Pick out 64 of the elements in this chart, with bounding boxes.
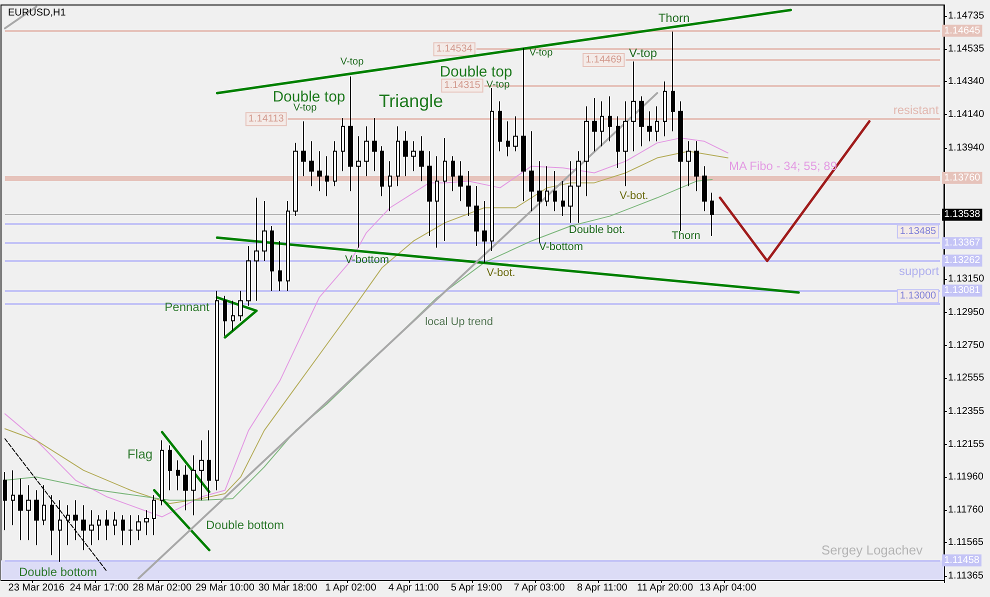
ref-line-label: 1.13081 xyxy=(944,285,981,296)
annotation: resistant xyxy=(893,103,940,117)
annotation: V-top xyxy=(293,102,318,114)
ref-line-label: 1.14469 xyxy=(586,54,622,66)
annotation: local Up trend xyxy=(425,316,493,328)
y-tick-label: 1.13150 xyxy=(948,274,985,285)
y-tick-label: 1.11960 xyxy=(948,471,984,482)
annotation: Sergey Logachev xyxy=(821,542,924,558)
annotation: MA Fibo - 34; 55; 89 xyxy=(728,159,838,173)
annotation: Double bottom xyxy=(206,518,284,532)
ref-line-label: 1.13000 xyxy=(900,290,936,302)
y-tick-label: 1.11760 xyxy=(948,504,984,516)
y-tick-label: 1.14735 xyxy=(948,10,985,22)
annotation: V-bot. xyxy=(486,267,516,279)
x-tick-label: 29 Mar 10:00 xyxy=(195,582,255,594)
annotation: Double top xyxy=(440,64,512,80)
annotation: support xyxy=(898,264,940,278)
annotation: V-top xyxy=(486,80,510,90)
annotation: V-bottom xyxy=(538,241,584,253)
annotation: Flag xyxy=(127,446,153,462)
y-tick-label: 1.12155 xyxy=(948,439,985,450)
x-tick-label: 24 Mar 17:00 xyxy=(70,582,130,594)
ref-line-label: 1.13262 xyxy=(944,255,981,266)
x-tick-label: 23 Mar 2016 xyxy=(8,582,65,594)
y-tick-label: 1.13940 xyxy=(948,142,985,154)
y-tick-label: 1.12555 xyxy=(948,372,985,384)
annotation: V-bot. xyxy=(620,190,648,202)
annotation: Triangle xyxy=(378,91,444,111)
x-tick-label: 7 Apr 03:00 xyxy=(514,582,566,594)
ref-line-label: 1.14645 xyxy=(944,25,981,36)
y-tick-label: 1.11565 xyxy=(948,537,984,548)
annotation: Double bot. xyxy=(568,224,626,236)
ref-line-label: 1.14315 xyxy=(444,80,481,92)
x-tick-label: 8 Apr 11:00 xyxy=(576,582,628,594)
x-tick-label: 1 Apr 02:00 xyxy=(325,582,377,594)
annotation: V-top xyxy=(529,48,554,58)
x-tick-label: 30 Mar 18:00 xyxy=(258,582,318,594)
y-tick-label: 1.12950 xyxy=(948,306,985,318)
x-tick-label: 28 Mar 02:00 xyxy=(132,582,192,594)
x-tick-label: 5 Apr 19:00 xyxy=(450,582,502,594)
ref-line-label: 1.13367 xyxy=(944,238,981,249)
annotation: Pennant xyxy=(164,300,210,314)
ref-line-label: 1.13538 xyxy=(944,209,981,220)
y-tick-label: 1.12355 xyxy=(948,406,985,417)
ref-line-label: 1.13760 xyxy=(944,172,981,184)
annotation: V-top xyxy=(628,46,658,60)
x-tick-label: 13 Apr 04:00 xyxy=(700,582,757,594)
ref-line-label: 1.14534 xyxy=(436,44,473,55)
y-tick-label: 1.14535 xyxy=(948,44,985,55)
ref-line-label: 1.11458 xyxy=(944,554,980,566)
chart-title: EURUSD,H1 xyxy=(8,8,66,18)
y-tick-label: 1.14340 xyxy=(948,76,985,87)
annotation: Double bottom xyxy=(18,565,98,579)
annotation: V-bottom xyxy=(344,254,390,266)
y-tick-label: 1.11365 xyxy=(948,570,984,582)
ref-line-label: 1.14113 xyxy=(248,114,284,125)
annotation: Thorn xyxy=(658,11,690,25)
annotation: Thorn xyxy=(672,230,700,242)
x-tick-label: 11 Apr 20:00 xyxy=(637,582,694,594)
x-tick-label: 4 Apr 11:00 xyxy=(388,582,440,594)
y-tick-label: 1.14140 xyxy=(948,109,985,120)
annotation: V-top xyxy=(340,56,364,68)
y-tick-label: 1.12750 xyxy=(948,340,985,352)
ref-line-label: 1.13485 xyxy=(900,226,936,238)
